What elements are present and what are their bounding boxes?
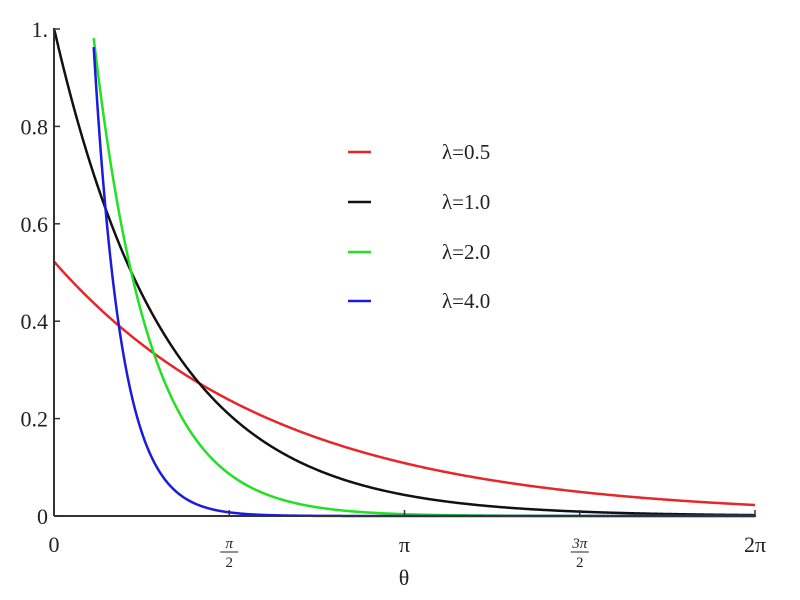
legend-label-0: λ=0.5 <box>442 140 490 164</box>
legend-item-1: λ=1.0 <box>348 190 490 214</box>
y-tick-label: 0.4 <box>21 309 49 334</box>
curves <box>52 28 756 518</box>
legend-label-2: λ=2.0 <box>442 240 490 264</box>
axes <box>53 28 756 517</box>
x-tick-label: π <box>399 532 410 557</box>
series-line-2 <box>92 37 755 518</box>
x-tick-label-numerator: 3π <box>571 536 588 552</box>
legend-item-2: λ=2.0 <box>348 240 490 264</box>
legend: λ=0.5 λ=1.0 λ=2.0 λ=4.0 <box>348 140 490 313</box>
y-tick-label: 0 <box>37 504 48 529</box>
legend-label-3: λ=4.0 <box>442 289 490 313</box>
x-tick-label: 0 <box>49 532 60 557</box>
series-line-3 <box>92 47 755 518</box>
legend-label-1: λ=1.0 <box>442 190 490 214</box>
series-line-1 <box>52 28 756 517</box>
y-tick-label: 0.2 <box>21 407 49 432</box>
y-tick-label: 0.6 <box>21 212 49 237</box>
x-tick-label-denominator: 2 <box>226 555 234 571</box>
series-line-0 <box>53 260 756 507</box>
x-tick-label-denominator: 2 <box>576 555 584 571</box>
x-tick-label: 2π <box>744 532 766 557</box>
legend-item-0: λ=0.5 <box>348 140 490 164</box>
y-tick-label: 1. <box>32 17 49 42</box>
legend-item-3: λ=4.0 <box>348 289 490 313</box>
x-axis-title: θ <box>399 565 410 590</box>
x-tick-label-numerator: π <box>225 536 233 552</box>
y-tick-label: 0.8 <box>21 114 49 139</box>
y-ticks: 0 0.2 0.4 0.6 0.8 1. <box>21 17 60 529</box>
